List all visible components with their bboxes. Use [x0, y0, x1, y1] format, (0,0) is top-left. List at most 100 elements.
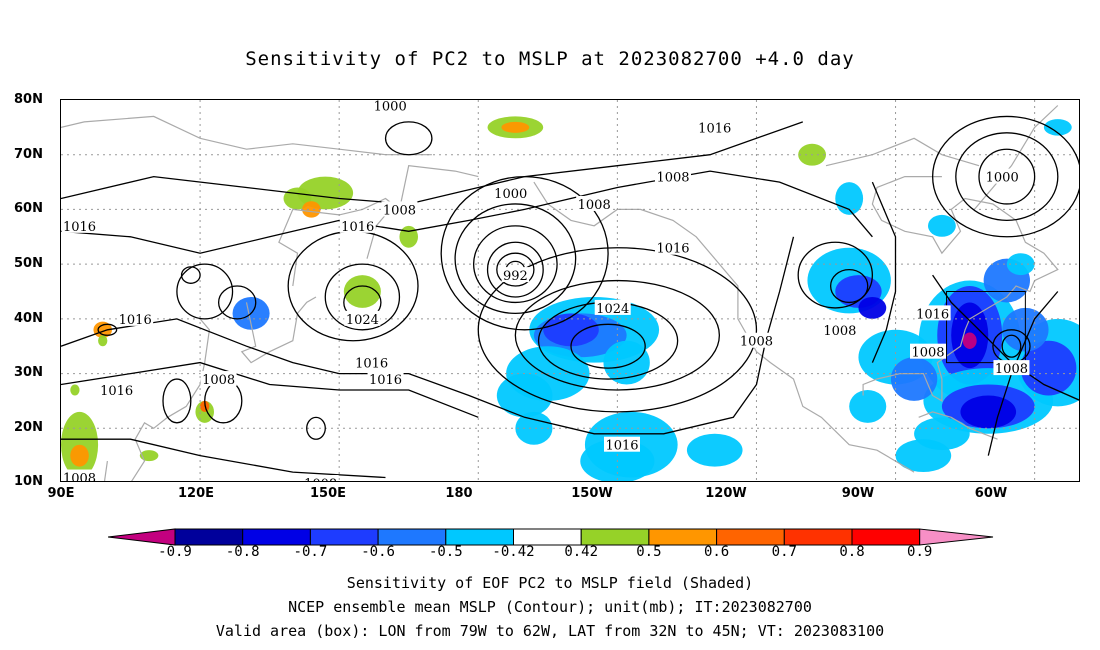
- contour-label: 1008: [740, 335, 773, 350]
- mslp-contour: [932, 115, 1079, 238]
- mslp-contour: [97, 323, 118, 336]
- shade-blob: [343, 275, 381, 308]
- contour-label: 1016: [100, 384, 133, 399]
- contour-label: 1016: [605, 439, 638, 454]
- mslp-contour: [61, 438, 386, 479]
- graticule-grid: [61, 100, 1079, 481]
- colorbar-swatch: [513, 528, 582, 546]
- colorbar-tick-label: 0.42: [564, 544, 599, 560]
- lat-tick-20n: 20N: [14, 420, 43, 435]
- contour-label-bg: [367, 371, 404, 387]
- colorbar-tick-label: 0.5: [636, 544, 662, 560]
- coastline: [61, 115, 432, 156]
- colorbar-swatch: [174, 528, 244, 546]
- shade-blob: [399, 225, 418, 248]
- contour-label: 1000: [986, 171, 1019, 186]
- colorbar-swatch: [309, 528, 379, 546]
- contour-label-bg: [98, 381, 135, 397]
- colorbar-swatch: [783, 528, 853, 546]
- shade-blob: [98, 335, 108, 347]
- mslp-contour: [306, 416, 326, 440]
- colorbar-tick-label: 0.7: [771, 544, 797, 560]
- contour-label: 1008: [383, 203, 416, 218]
- shade-blob: [70, 384, 80, 396]
- coastline: [825, 137, 980, 167]
- mslp-contour: [454, 203, 577, 315]
- coastline: [103, 461, 108, 481]
- mslp-contour: [324, 263, 401, 331]
- contour-label: 1008: [995, 362, 1028, 377]
- contour-label-bg: [576, 195, 613, 211]
- shade-blob: [686, 433, 743, 467]
- contour-label-bg: [344, 310, 381, 326]
- contour-label-bg: [655, 168, 691, 184]
- colorbar-arrow-low: [108, 528, 176, 546]
- lat-tick-10n: 10N: [14, 474, 43, 489]
- shade-blob: [93, 321, 112, 339]
- mslp-contour: [1001, 334, 1022, 358]
- shade-blob: [515, 411, 553, 445]
- caption-line-2: NCEP ensemble mean MSLP (Contour); unit(…: [288, 598, 812, 616]
- lon-tick-180: 180: [445, 486, 473, 501]
- contour-label: 1008: [823, 324, 856, 339]
- caption-line-1: Sensitivity of EOF PC2 to MSLP field (Sh…: [346, 574, 754, 592]
- shade-blob: [962, 332, 977, 349]
- shade-blob: [70, 444, 89, 467]
- mslp-contour: [829, 268, 869, 304]
- coastline: [973, 105, 1059, 210]
- shade-blob: [496, 373, 553, 418]
- contour-label: 1008: [578, 198, 611, 213]
- colorbar-tick-label: 0.8: [839, 544, 865, 560]
- colorbar-swatch: [580, 528, 650, 546]
- lat-tick-70n: 70N: [14, 147, 43, 162]
- contour-label: 1016: [369, 373, 402, 388]
- contour-label: 1016: [119, 313, 152, 328]
- lon-tick-90e: 90E: [47, 486, 75, 501]
- lat-tick-80n: 80N: [14, 92, 43, 107]
- shade-blob: [1006, 253, 1035, 276]
- mslp-contour: [180, 266, 201, 284]
- contour-label-bg: [200, 371, 237, 387]
- coastline: [533, 181, 915, 473]
- colorbar-tick-label: -0.5: [428, 544, 463, 560]
- shade-blob: [543, 313, 599, 347]
- contour-label: 1016: [63, 220, 96, 235]
- colorbar-tick-label: -0.42: [492, 544, 535, 560]
- contour-label-bg: [696, 119, 733, 135]
- mslp-contour: [570, 323, 646, 369]
- mslp-contour: [978, 148, 1036, 205]
- contour-label-bg: [61, 217, 98, 233]
- shade-blob: [501, 121, 530, 133]
- contour-label: 1024: [346, 313, 379, 328]
- mslp-contour: [61, 170, 873, 254]
- colorbar-tick-label: -0.7: [293, 544, 328, 560]
- lon-tick-150w: 150W: [571, 486, 613, 501]
- contour-label: 1016: [698, 121, 731, 136]
- contour-label-bg: [910, 343, 946, 359]
- contour-label: 1000: [374, 100, 407, 114]
- lat-tick-50n: 50N: [14, 256, 43, 271]
- mslp-contour: [797, 241, 874, 309]
- mslp-contour: [61, 236, 795, 435]
- contour-label: 1008: [202, 373, 235, 388]
- mslp-contour: [61, 361, 479, 418]
- contour-label-bg: [501, 267, 530, 283]
- chart-title: Sensitivity of PC2 to MSLP at 2023082700…: [245, 48, 855, 70]
- contour-label-bg: [738, 332, 775, 348]
- contour-label: 1016: [656, 242, 689, 257]
- colorbar-tick-label: -0.6: [361, 544, 395, 560]
- contour-label: 1008: [63, 472, 96, 482]
- shade-blob: [890, 357, 938, 401]
- shade-blob: [858, 296, 887, 319]
- mslp-contour: [871, 181, 897, 363]
- lon-tick-120e: 120E: [177, 486, 215, 501]
- contour-label: 1016: [341, 220, 374, 235]
- contour-label-bg: [492, 185, 529, 201]
- colorbar-tick-label: 0.9: [907, 544, 933, 560]
- mslp-contour: [486, 241, 544, 298]
- valid-area-box: [946, 291, 1026, 364]
- colorbar-swatch: [648, 528, 718, 546]
- contour-label-bg: [353, 354, 390, 370]
